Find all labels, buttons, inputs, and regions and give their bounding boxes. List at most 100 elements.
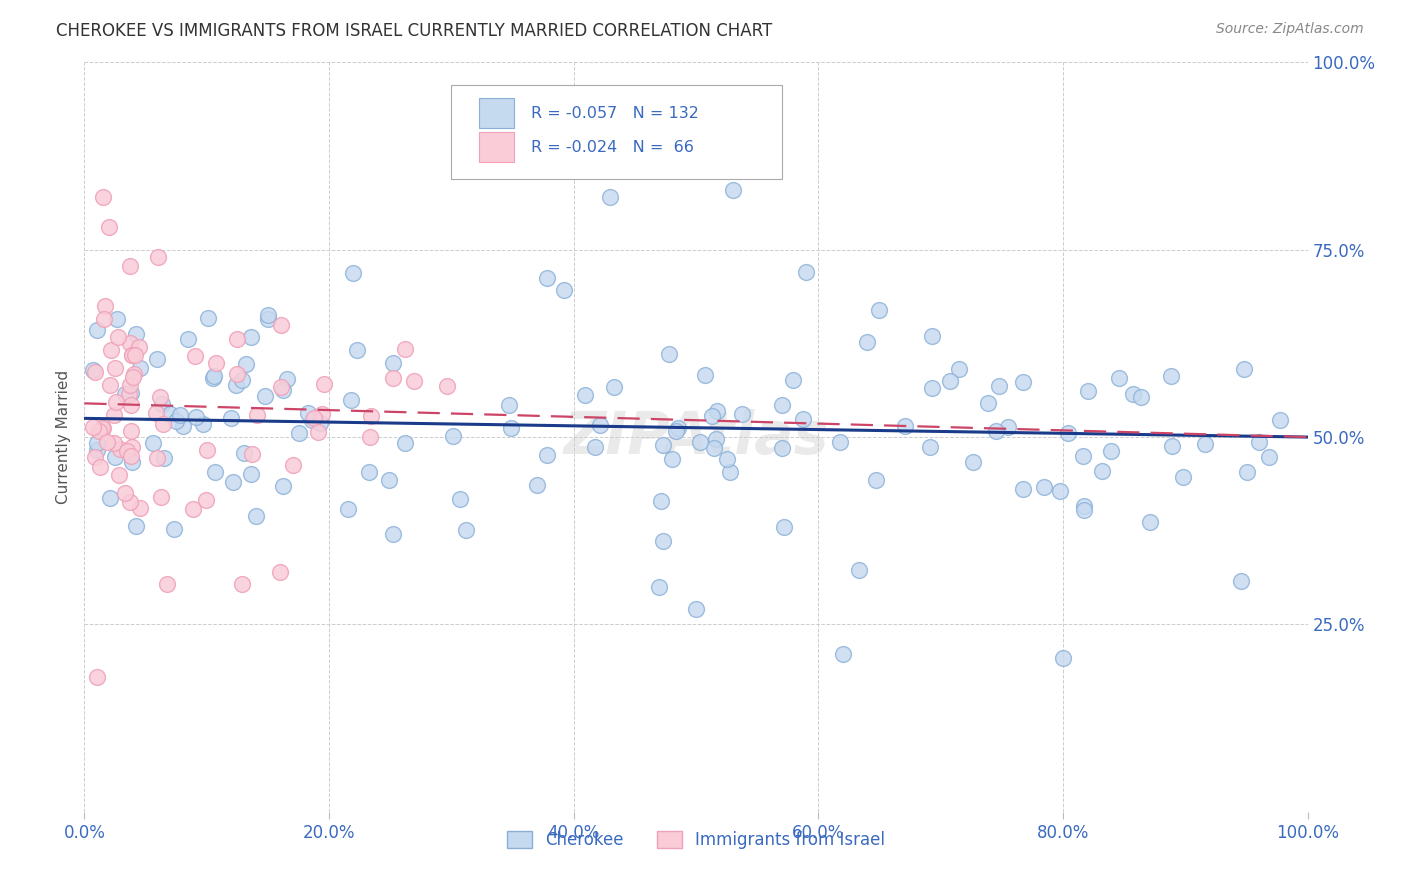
Point [104, 360, 127, 375]
Point [169, 408, 191, 422]
Point [165, 413, 187, 427]
Point [650, 494, 672, 508]
Point [197, 310, 219, 325]
Point [163, 522, 186, 536]
Point [1108, 371, 1130, 385]
Point [105, 394, 128, 409]
Point [94, 299, 117, 313]
Point [271, 383, 294, 397]
Point [382, 355, 405, 369]
Point [357, 465, 380, 479]
Point [1160, 439, 1182, 453]
Point [122, 369, 145, 384]
Point [276, 372, 298, 386]
Point [97, 220, 120, 235]
Point [498, 398, 520, 412]
Point [117, 387, 139, 401]
Point [538, 153, 561, 167]
Point [86, 323, 108, 337]
Point [114, 387, 136, 401]
Point [82, 363, 104, 377]
Text: Source: ZipAtlas.com: Source: ZipAtlas.com [1216, 22, 1364, 37]
Point [89, 459, 111, 474]
Point [436, 378, 458, 392]
Text: R = -0.024   N =  66: R = -0.024 N = 66 [531, 140, 693, 154]
Point [105, 312, 128, 326]
Point [1073, 449, 1095, 463]
Point [107, 330, 129, 344]
Point [997, 419, 1019, 434]
Point [921, 329, 943, 343]
FancyBboxPatch shape [451, 85, 782, 178]
Point [156, 576, 179, 591]
Point [221, 411, 243, 425]
Point [108, 442, 131, 457]
Point [82, 420, 104, 434]
Point [86, 670, 108, 684]
Point [706, 432, 728, 446]
Point [987, 378, 1010, 392]
Point [703, 442, 725, 456]
Point [226, 332, 249, 346]
Point [288, 426, 311, 441]
Point [342, 266, 364, 280]
Point [394, 342, 416, 356]
Point [1056, 425, 1078, 440]
Point [87, 424, 110, 438]
Point [848, 563, 870, 577]
Point [1194, 437, 1216, 451]
Point [1073, 502, 1095, 516]
Point [121, 454, 143, 468]
Point [665, 425, 688, 439]
Point [231, 576, 253, 591]
Point [869, 302, 891, 317]
Point [246, 408, 269, 422]
Point [652, 438, 675, 452]
Point [120, 385, 142, 400]
Point [149, 490, 172, 504]
Point [128, 500, 150, 515]
Point [378, 473, 401, 487]
Point [204, 356, 226, 370]
Point [1077, 384, 1099, 398]
Point [1173, 470, 1195, 484]
Point [124, 348, 146, 362]
Point [312, 377, 335, 392]
Point [381, 527, 404, 541]
Point [297, 407, 319, 421]
Point [146, 451, 169, 466]
Point [257, 308, 280, 322]
Point [91, 420, 114, 434]
Point [346, 343, 368, 357]
Point [103, 409, 125, 423]
Point [226, 367, 249, 381]
Point [716, 451, 738, 466]
Point [652, 534, 675, 549]
Point [526, 478, 548, 492]
Point [770, 398, 793, 412]
Point [1236, 465, 1258, 479]
Point [340, 392, 363, 407]
Point [146, 250, 169, 264]
Point [1073, 500, 1095, 514]
Bar [479, 132, 513, 162]
Point [121, 348, 143, 362]
Point [181, 501, 204, 516]
Point [159, 407, 181, 421]
Point [603, 380, 626, 394]
Text: R = -0.057   N = 132: R = -0.057 N = 132 [531, 106, 699, 121]
Bar [479, 98, 513, 128]
Point [394, 435, 416, 450]
Legend: Cherokee, Immigrants from Israel: Cherokee, Immigrants from Israel [501, 824, 891, 855]
Point [962, 455, 984, 469]
Point [661, 452, 683, 467]
Point [1160, 369, 1182, 384]
Point [773, 520, 796, 534]
Point [441, 429, 464, 443]
Point [695, 368, 717, 382]
Point [1012, 375, 1035, 389]
Point [195, 493, 218, 508]
Point [281, 458, 304, 473]
Point [894, 419, 917, 434]
Point [986, 424, 1008, 438]
